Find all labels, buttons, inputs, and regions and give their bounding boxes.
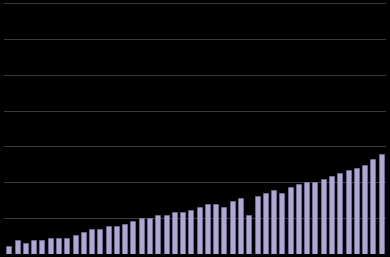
Bar xyxy=(238,198,243,254)
Bar xyxy=(304,182,309,254)
Bar xyxy=(39,241,44,254)
Bar xyxy=(188,210,193,254)
Bar xyxy=(329,176,334,254)
Bar xyxy=(163,215,168,254)
Bar xyxy=(197,207,202,254)
Bar xyxy=(73,235,78,254)
Bar xyxy=(122,224,127,254)
Bar xyxy=(354,168,359,254)
Bar xyxy=(205,204,210,254)
Bar xyxy=(23,243,28,254)
Bar xyxy=(172,213,177,254)
Bar xyxy=(230,201,235,254)
Bar xyxy=(89,229,94,254)
Bar xyxy=(362,165,367,254)
Bar xyxy=(64,238,69,254)
Bar xyxy=(246,215,251,254)
Bar xyxy=(255,196,259,254)
Bar xyxy=(288,187,292,254)
Bar xyxy=(379,154,384,254)
Bar xyxy=(56,238,61,254)
Bar xyxy=(337,173,342,254)
Bar xyxy=(296,185,301,254)
Bar xyxy=(131,221,135,254)
Bar xyxy=(98,229,102,254)
Bar xyxy=(263,193,268,254)
Bar xyxy=(81,232,86,254)
Bar xyxy=(222,207,227,254)
Bar xyxy=(139,218,144,254)
Bar xyxy=(321,179,326,254)
Bar xyxy=(147,218,152,254)
Bar xyxy=(279,193,284,254)
Bar xyxy=(312,182,317,254)
Bar xyxy=(48,238,53,254)
Bar xyxy=(180,213,185,254)
Bar xyxy=(370,159,375,254)
Bar xyxy=(271,190,276,254)
Bar xyxy=(106,226,111,254)
Bar xyxy=(6,246,11,254)
Bar xyxy=(31,241,36,254)
Bar xyxy=(15,241,20,254)
Bar xyxy=(114,226,119,254)
Bar xyxy=(213,204,218,254)
Bar xyxy=(346,170,351,254)
Bar xyxy=(155,215,160,254)
